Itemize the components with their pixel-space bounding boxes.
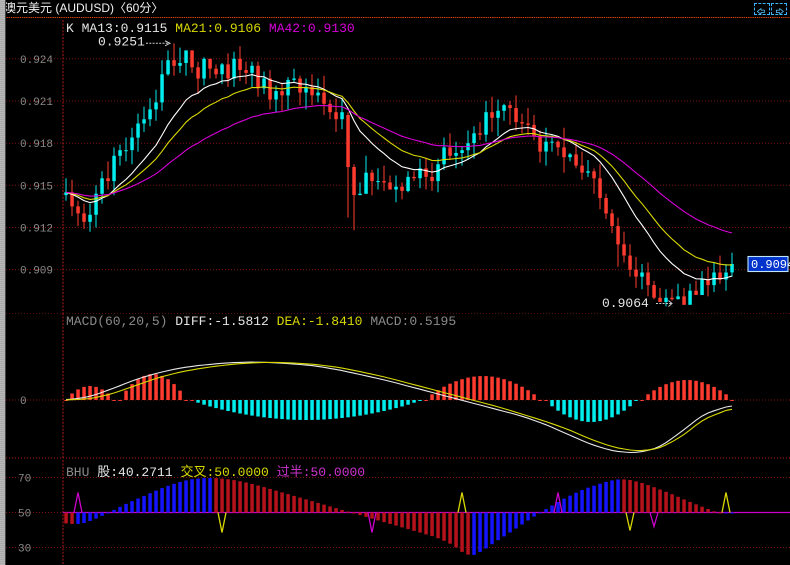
svg-text:50: 50 — [18, 509, 31, 521]
svg-text:0.9094: 0.9094 — [751, 258, 790, 272]
svg-text:30: 30 — [18, 544, 31, 556]
svg-text:0.9251: 0.9251 — [98, 35, 145, 50]
svg-text:0.909: 0.909 — [20, 266, 53, 278]
svg-text:0.912: 0.912 — [20, 224, 53, 236]
svg-text:0: 0 — [20, 396, 27, 408]
svg-text:70: 70 — [18, 474, 31, 486]
svg-text:0.921: 0.921 — [20, 97, 53, 109]
svg-text:0.915: 0.915 — [20, 181, 53, 193]
svg-text:0.924: 0.924 — [20, 55, 53, 67]
svg-text:0.918: 0.918 — [20, 139, 53, 151]
svg-text:0.9064: 0.9064 — [602, 296, 649, 311]
